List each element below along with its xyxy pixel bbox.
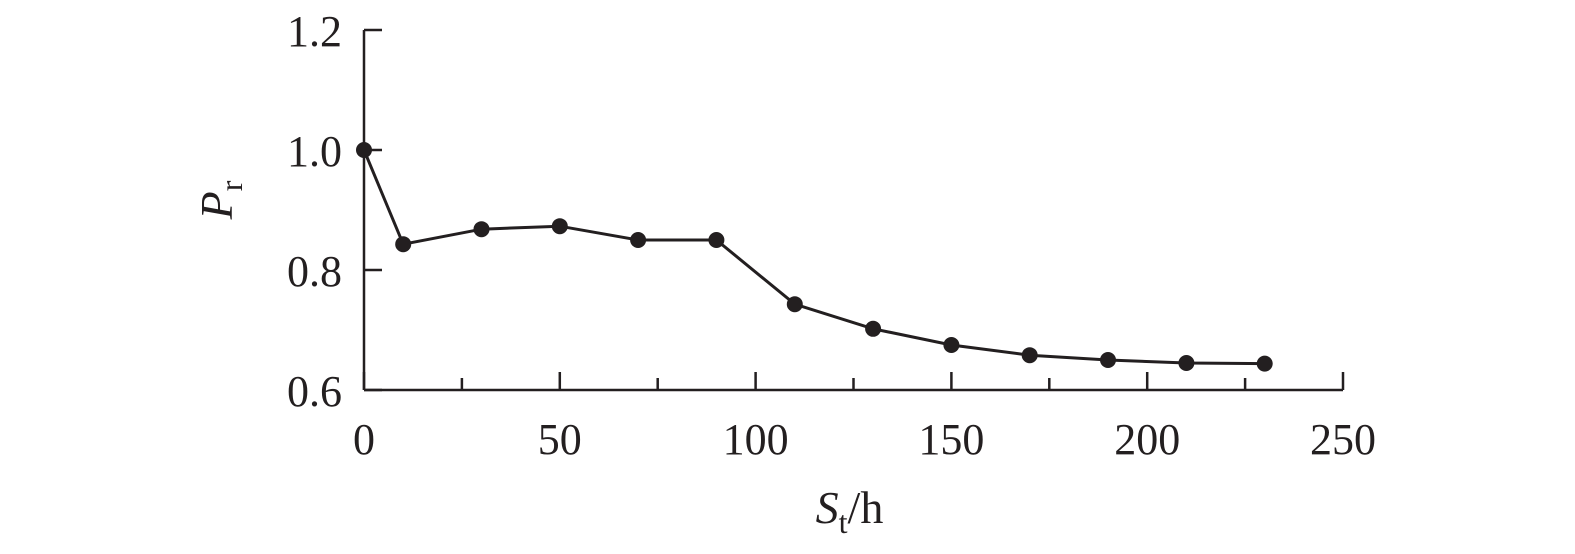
data-point bbox=[1100, 352, 1116, 368]
x-tick-label: 50 bbox=[538, 415, 582, 464]
x-ticks: 0 50 100 150 200 250 bbox=[353, 372, 1376, 464]
x-tick-label: 100 bbox=[723, 415, 789, 464]
series bbox=[356, 142, 1273, 372]
series-line bbox=[362, 149, 1265, 366]
x-axis-title-unit: /h bbox=[848, 482, 884, 533]
y-tick-label: 1.2 bbox=[287, 7, 342, 56]
x-tick-label: 200 bbox=[1114, 415, 1180, 464]
data-point bbox=[473, 221, 490, 238]
x-axis-title-sub: t bbox=[839, 504, 848, 540]
y-axis-title: Pr bbox=[191, 180, 249, 220]
data-point bbox=[1256, 355, 1273, 372]
data-point bbox=[356, 142, 372, 158]
x-axis-title-main: S bbox=[816, 482, 839, 533]
y-axis-title-main: P bbox=[191, 191, 242, 220]
data-point bbox=[1021, 347, 1038, 364]
data-point bbox=[630, 232, 647, 248]
y-tick-label: 1.0 bbox=[287, 127, 342, 176]
axes bbox=[362, 30, 1343, 392]
x-tick-label: 150 bbox=[918, 415, 984, 464]
y-axis-title-sub: r bbox=[213, 180, 249, 191]
data-point bbox=[865, 320, 882, 337]
data-point bbox=[943, 337, 960, 353]
y-ticks: 0.6 0.8 1.0 1.2 bbox=[287, 7, 382, 416]
data-point bbox=[708, 232, 725, 248]
x-tick-label: 0 bbox=[353, 415, 375, 464]
y-tick-label: 0.6 bbox=[287, 367, 342, 416]
data-point bbox=[1178, 355, 1195, 371]
data-point bbox=[551, 218, 568, 235]
data-point bbox=[395, 236, 412, 253]
data-point bbox=[786, 296, 803, 313]
x-tick-label: 250 bbox=[1310, 415, 1376, 464]
y-tick-label: 0.8 bbox=[287, 247, 342, 296]
x-axis-title: St/h bbox=[816, 482, 884, 540]
